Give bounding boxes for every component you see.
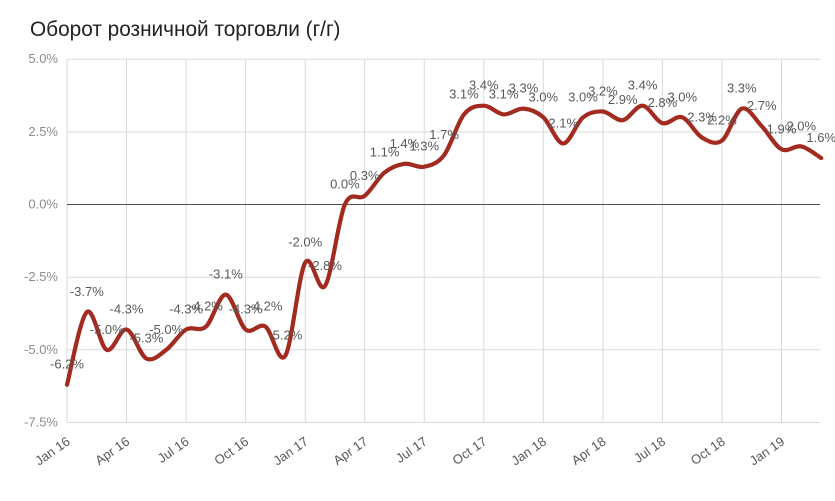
svg-text:-3.7%: -3.7% — [70, 284, 104, 299]
svg-text:-6.2%: -6.2% — [50, 357, 84, 372]
svg-text:Oct 17: Oct 17 — [450, 434, 490, 468]
svg-text:2.9%: 2.9% — [608, 92, 638, 107]
svg-text:-2.5%: -2.5% — [24, 269, 58, 284]
svg-text:5.0%: 5.0% — [28, 51, 58, 66]
svg-text:3.3%: 3.3% — [727, 81, 757, 96]
svg-text:Jul 18: Jul 18 — [631, 434, 668, 466]
svg-text:2.5%: 2.5% — [28, 124, 58, 139]
svg-text:-3.1%: -3.1% — [209, 267, 243, 282]
svg-text:-5.0%: -5.0% — [149, 322, 183, 337]
svg-text:3.4%: 3.4% — [628, 78, 658, 93]
svg-text:Apr 16: Apr 16 — [92, 434, 132, 468]
svg-text:1.7%: 1.7% — [429, 127, 459, 142]
svg-text:-4.2%: -4.2% — [249, 299, 283, 314]
svg-text:Oct 16: Oct 16 — [211, 434, 251, 468]
svg-text:-2.0%: -2.0% — [288, 235, 322, 250]
svg-text:Oct 18: Oct 18 — [688, 434, 728, 468]
svg-text:2.1%: 2.1% — [548, 116, 578, 131]
svg-text:Jul 16: Jul 16 — [155, 434, 192, 466]
svg-text:2.7%: 2.7% — [747, 98, 777, 113]
svg-text:Jan 16: Jan 16 — [32, 434, 73, 469]
svg-text:2.2%: 2.2% — [707, 113, 737, 128]
svg-text:-2.8%: -2.8% — [308, 258, 342, 273]
svg-text:-5.0%: -5.0% — [90, 322, 124, 337]
svg-text:Apr 17: Apr 17 — [330, 434, 370, 468]
svg-text:Apr 18: Apr 18 — [569, 434, 609, 468]
svg-text:-5.2%: -5.2% — [268, 328, 302, 343]
svg-text:-4.2%: -4.2% — [189, 299, 223, 314]
svg-text:-4.3%: -4.3% — [110, 302, 144, 317]
svg-text:0.0%: 0.0% — [28, 197, 58, 212]
svg-text:0.3%: 0.3% — [350, 168, 380, 183]
svg-text:Jan 18: Jan 18 — [508, 434, 549, 469]
svg-text:3.0%: 3.0% — [528, 89, 558, 104]
svg-text:Jul 17: Jul 17 — [393, 434, 430, 466]
svg-text:-5.0%: -5.0% — [24, 342, 58, 357]
svg-text:3.0%: 3.0% — [667, 89, 697, 104]
svg-text:1.6%: 1.6% — [806, 130, 835, 145]
svg-text:-7.5%: -7.5% — [24, 415, 58, 430]
svg-text:Jan 17: Jan 17 — [270, 434, 311, 469]
svg-text:Jan 19: Jan 19 — [747, 434, 788, 469]
